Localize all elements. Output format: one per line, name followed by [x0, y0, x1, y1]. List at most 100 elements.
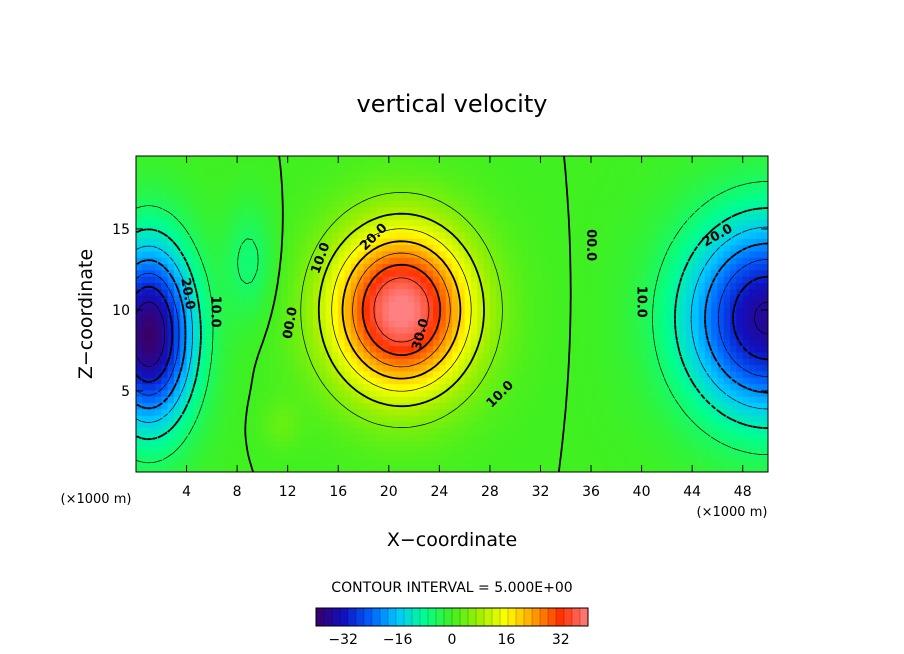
field-cell: [685, 459, 693, 467]
field-cell: [173, 339, 181, 347]
field-cell: [502, 314, 510, 321]
field-cell: [300, 225, 308, 233]
field-cell: [527, 377, 535, 385]
field-cell: [199, 174, 207, 182]
field-cell: [218, 332, 226, 340]
field-cell: [331, 383, 339, 391]
field-cell: [294, 314, 301, 321]
field-cell: [154, 193, 162, 201]
field-cell: [199, 364, 207, 372]
field-cell: [426, 181, 434, 189]
field-cell: [470, 187, 478, 195]
field-cell: [344, 231, 352, 239]
field-cell: [363, 288, 371, 296]
field-cell: [414, 339, 421, 347]
field-cell: [306, 288, 314, 296]
field-cell: [761, 320, 768, 328]
field-cell: [553, 244, 561, 252]
field-cell: [294, 174, 301, 182]
field-cell: [237, 421, 245, 429]
field-cell: [755, 212, 763, 220]
field-cell: [761, 200, 768, 208]
field-cell: [167, 238, 175, 246]
field-cell: [761, 370, 768, 378]
field-cell: [433, 370, 440, 378]
field-cell: [540, 219, 548, 227]
field-cell: [294, 446, 301, 454]
field-cell: [477, 402, 485, 410]
field-cell: [508, 187, 516, 195]
field-cell: [401, 206, 409, 214]
field-cell: [704, 320, 712, 328]
field-cell: [616, 453, 624, 460]
field-cell: [211, 402, 219, 410]
field-cell: [382, 364, 390, 372]
field-cell: [464, 358, 472, 366]
field-cell: [540, 377, 548, 385]
field-cell: [628, 326, 636, 334]
field-cell: [300, 320, 308, 328]
field-cell: [603, 370, 611, 378]
field-cell: [426, 282, 434, 290]
field-cell: [730, 301, 737, 309]
field-cell: [218, 257, 226, 265]
field-cell: [565, 206, 573, 214]
field-cell: [521, 212, 529, 220]
field-cell: [502, 370, 510, 378]
field-cell: [660, 187, 668, 195]
field-cell: [300, 263, 308, 271]
field-cell: [628, 427, 636, 435]
field-cell: [742, 238, 750, 246]
field-cell: [154, 225, 162, 233]
field-cell: [496, 250, 504, 258]
field-cell: [382, 427, 390, 435]
field-cell: [610, 187, 617, 195]
field-cell: [502, 301, 510, 309]
field-cell: [628, 238, 636, 246]
field-cell: [553, 358, 561, 366]
field-cell: [173, 434, 181, 441]
field-cell: [685, 402, 693, 410]
field-cell: [230, 434, 238, 441]
field-cell: [546, 351, 554, 359]
field-cell: [458, 434, 466, 441]
field-cell: [312, 465, 320, 472]
field-cell: [218, 345, 226, 353]
field-cell: [420, 358, 428, 366]
field-cell: [230, 402, 238, 410]
field-cell: [186, 415, 194, 423]
field-cell: [610, 219, 617, 227]
field-cell: [527, 446, 535, 454]
field-cell: [616, 434, 624, 441]
field-cell: [433, 408, 440, 416]
field-cell: [736, 351, 744, 359]
field-cell: [268, 231, 276, 239]
field-cell: [559, 301, 567, 309]
field-cell: [660, 244, 668, 252]
field-cell: [186, 326, 194, 334]
field-cell: [142, 370, 150, 378]
field-cell: [717, 364, 725, 372]
field-cell: [464, 162, 472, 170]
field-cell: [717, 339, 725, 347]
field-cell: [338, 219, 346, 227]
field-cell: [243, 320, 251, 328]
field-cell: [496, 162, 504, 170]
field-cell: [489, 459, 497, 467]
field-cell: [420, 187, 428, 195]
field-cell: [199, 263, 207, 271]
field-cell: [369, 263, 377, 271]
field-cell: [540, 339, 548, 347]
field-cell: [136, 446, 143, 454]
field-cell: [350, 269, 358, 277]
field-cell: [452, 453, 459, 460]
field-cell: [357, 377, 365, 385]
field-cell: [281, 345, 289, 353]
field-cell: [167, 434, 175, 441]
field-cell: [249, 402, 257, 410]
field-cell: [218, 402, 226, 410]
field-cell: [711, 307, 719, 315]
field-cell: [610, 370, 617, 378]
field-cell: [312, 168, 320, 176]
field-cell: [439, 301, 447, 309]
